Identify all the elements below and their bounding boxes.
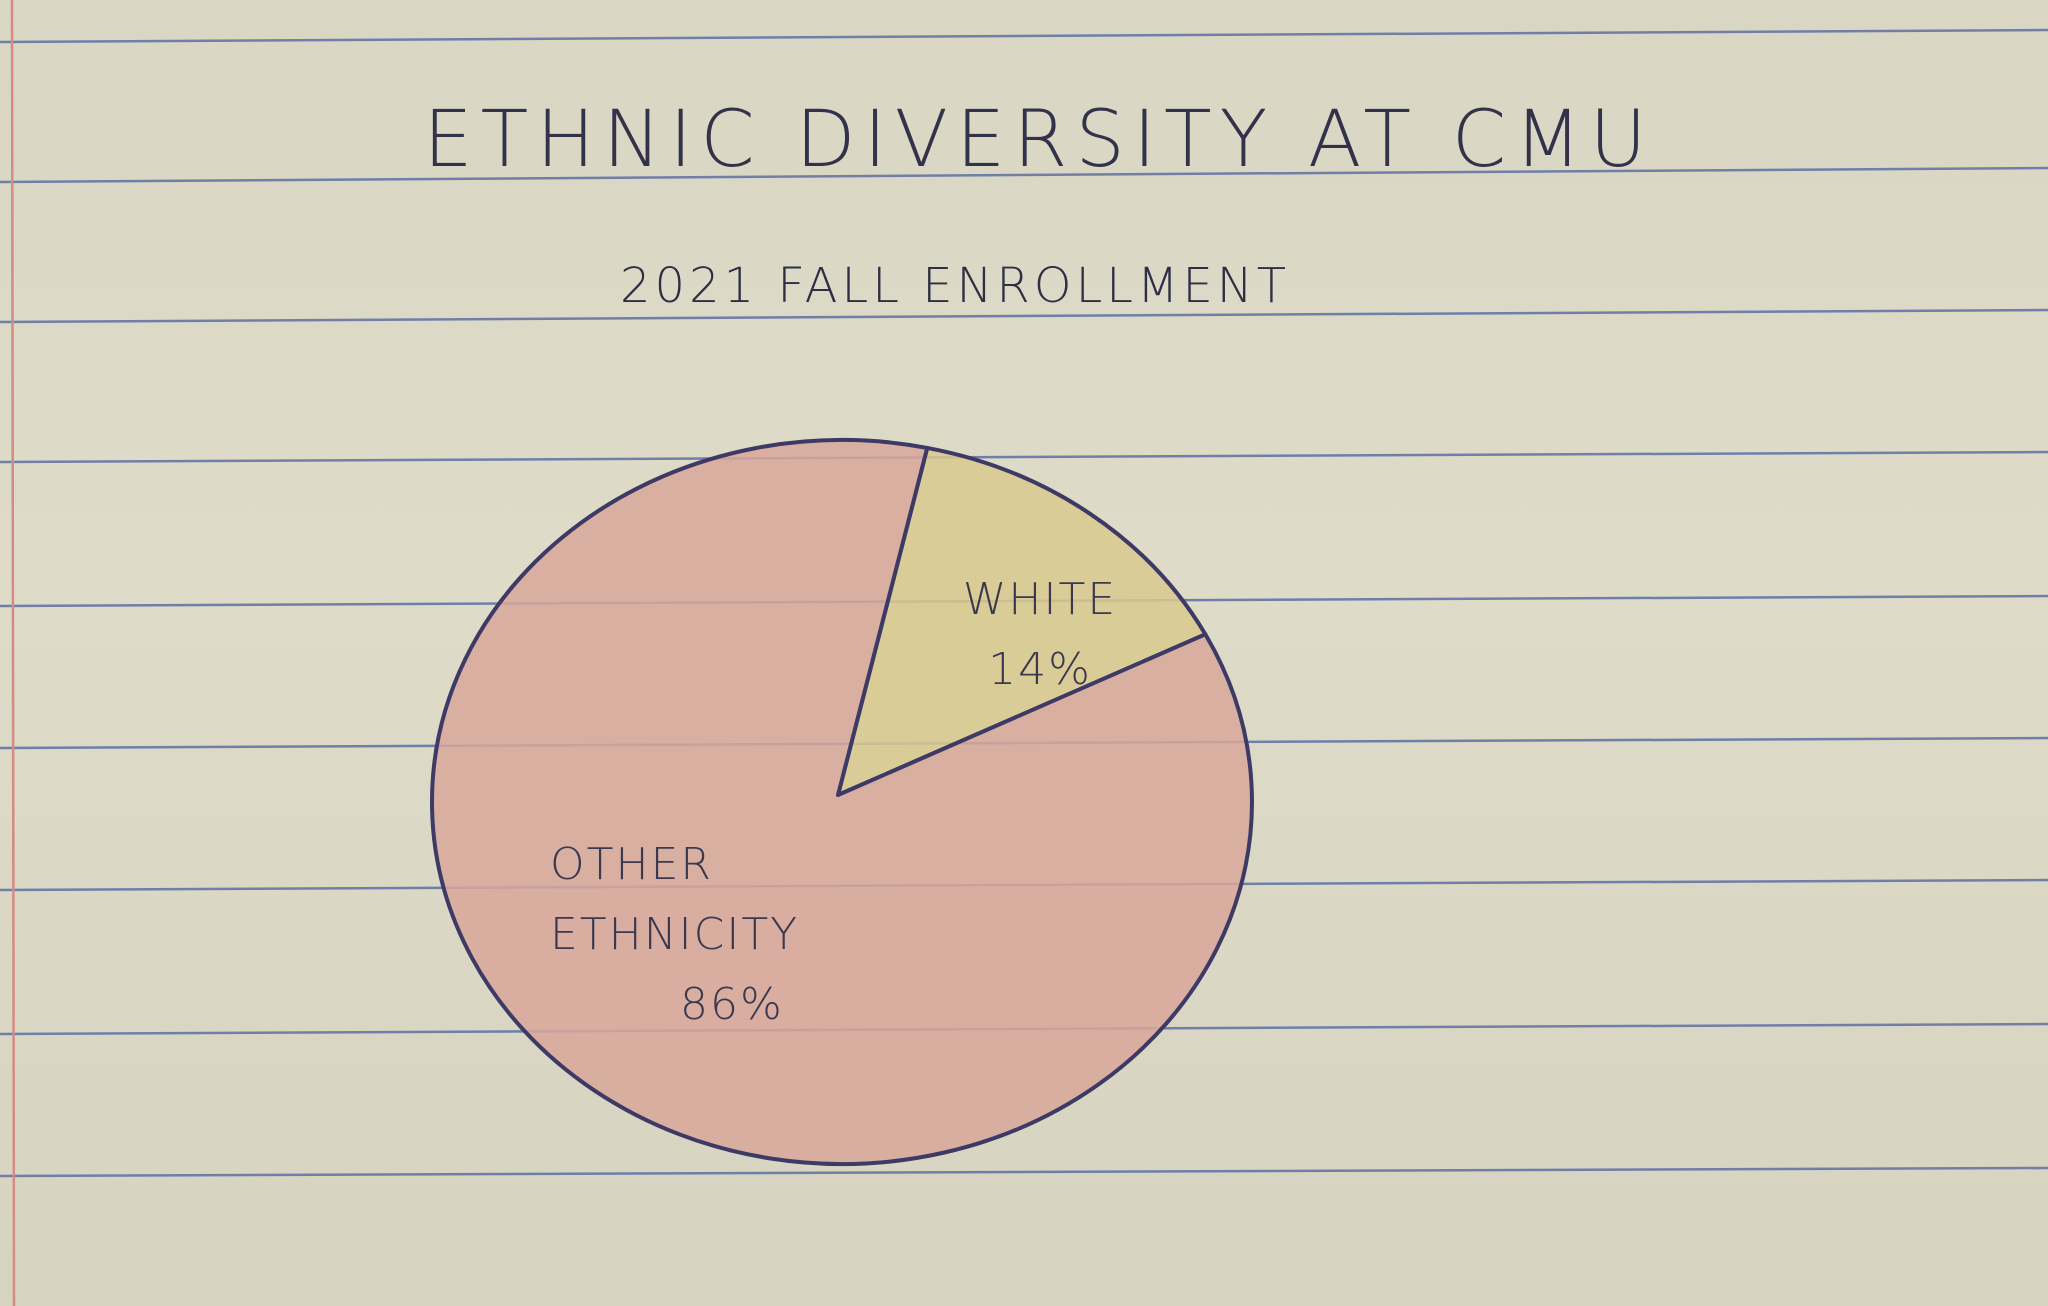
slice-value-other: 86% bbox=[680, 979, 784, 1030]
chart-title: ETHNIC DIVERSITY AT CMU bbox=[423, 95, 1655, 185]
slice-label-white: WHITE 14% bbox=[900, 565, 1180, 705]
pie-slice-other bbox=[430, 438, 1254, 1166]
slice-label-other: OTHER ETHNICITY 86% bbox=[520, 830, 860, 1040]
chart-subtitle: 2021 FALL ENROLLMENT bbox=[620, 258, 1291, 314]
pie-slice-white bbox=[836, 445, 1208, 797]
slice-name-white: WHITE bbox=[962, 574, 1118, 625]
slice-value-white: 14% bbox=[988, 644, 1092, 695]
slice-name-other: OTHER ETHNICITY bbox=[550, 839, 800, 960]
